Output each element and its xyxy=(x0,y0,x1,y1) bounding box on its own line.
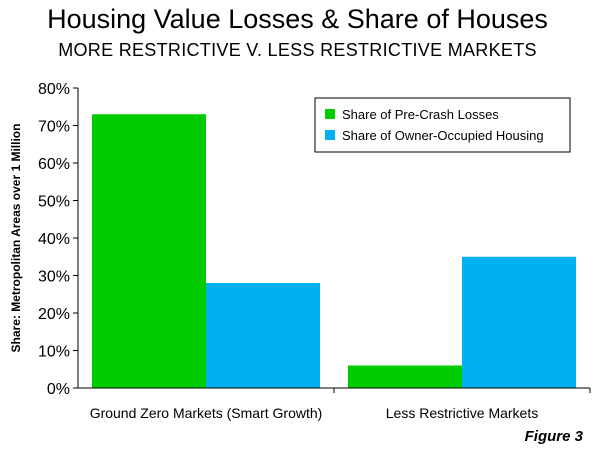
bar-owner-occupied-housing-1 xyxy=(462,256,576,388)
y-tick-label: 60% xyxy=(38,156,70,173)
legend-entry: Share of Owner-Occupied Housing xyxy=(342,128,544,143)
legend: Share of Pre-Crash Losses Share of Owner-… xyxy=(314,97,571,153)
y-tick-label: 80% xyxy=(38,81,70,98)
x-category-label: Less Restrictive Markets xyxy=(386,405,538,421)
legend-box xyxy=(314,97,571,153)
y-axis-label: Share: Metropolitan Areas over 1 Million xyxy=(9,124,23,353)
x-category-label: Ground Zero Markets (Smart Growth) xyxy=(90,405,323,421)
y-tick-label: 70% xyxy=(38,119,70,136)
y-tick-label: 50% xyxy=(38,194,70,211)
legend-swatch xyxy=(325,130,335,140)
legend-swatch xyxy=(325,109,335,119)
bar-pre-crash-losses-0 xyxy=(92,114,206,388)
y-tick-label: 30% xyxy=(38,269,70,286)
y-axis-ticks: 0% 10% 20% 30% 40% 50% 60% 70% 80% xyxy=(38,81,78,398)
y-tick-label: 0% xyxy=(47,381,70,398)
figure-label: Figure 3 xyxy=(524,428,583,445)
y-tick-label: 40% xyxy=(38,231,70,248)
bar-pre-crash-losses-1 xyxy=(348,365,462,388)
chart-title: Housing Value Losses & Share of Houses xyxy=(47,4,548,34)
legend-entry: Share of Pre-Crash Losses xyxy=(342,107,499,122)
x-axis-categories: Ground Zero Markets (Smart Growth) Less R… xyxy=(90,388,591,421)
chart-subtitle: MORE RESTRICTIVE V. LESS RESTRICTIVE MAR… xyxy=(58,40,537,60)
y-tick-label: 10% xyxy=(38,344,70,361)
bars xyxy=(92,114,576,388)
y-tick-label: 20% xyxy=(38,306,70,323)
bar-owner-occupied-housing-0 xyxy=(206,283,320,388)
